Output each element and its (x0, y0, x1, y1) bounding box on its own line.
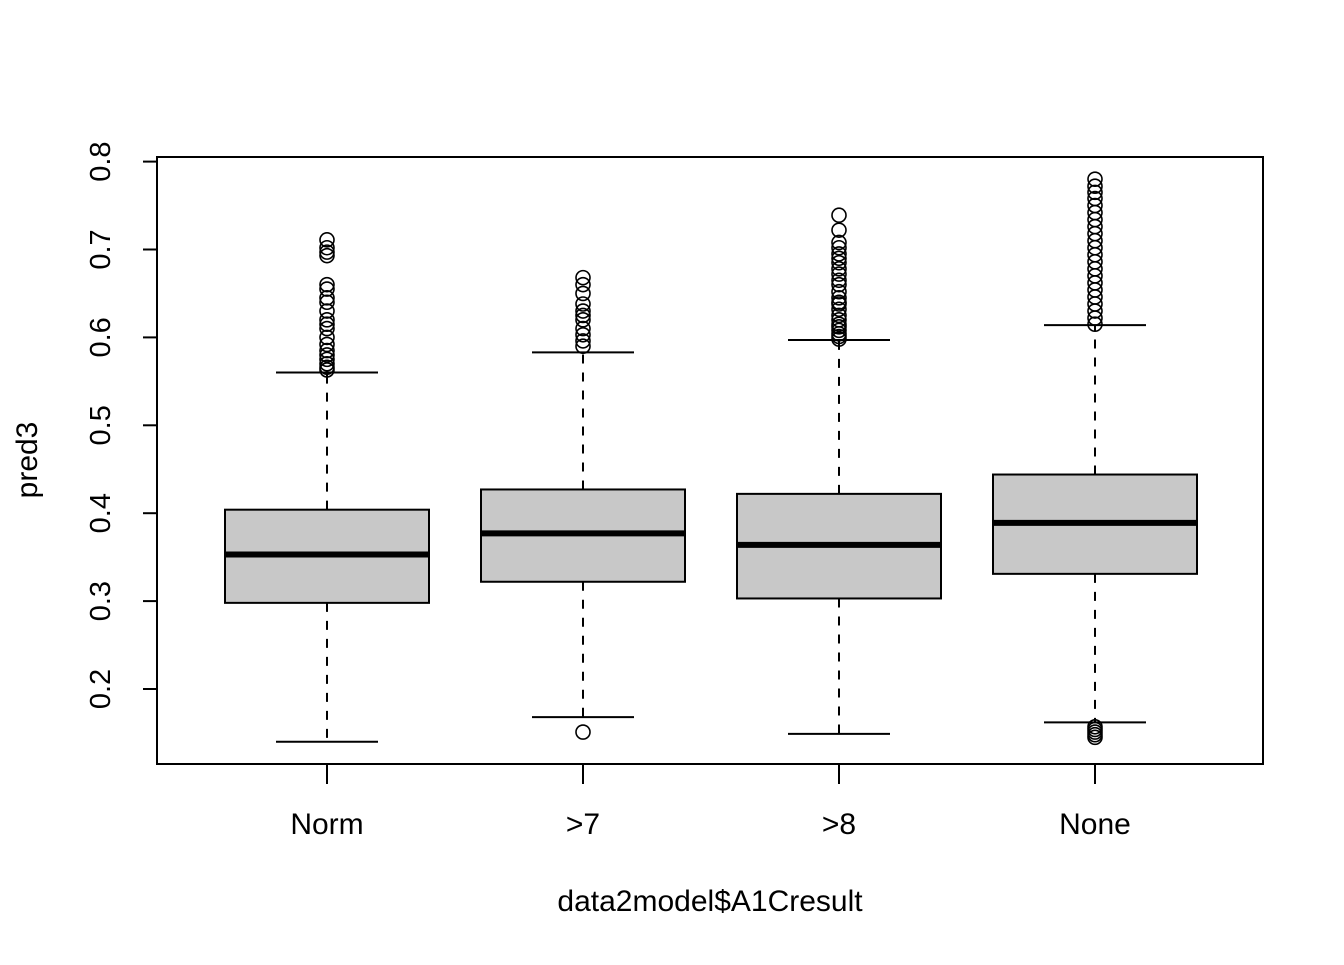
outlier-point (831, 254, 847, 271)
x-tick-label: Norm (290, 808, 363, 841)
outlier-point (831, 261, 847, 277)
y-tick-label: 0.7 (85, 229, 117, 269)
y-tick-label: 0.3 (85, 581, 117, 621)
outlier-point (319, 336, 335, 353)
y-tick-label: 0.4 (85, 493, 117, 533)
outlier-point (319, 359, 335, 376)
outlier-point (575, 296, 591, 312)
outlier-point (575, 285, 591, 302)
outlier-point (831, 316, 847, 333)
outlier-point (1087, 184, 1103, 201)
outlier-point (319, 320, 335, 337)
outlier-point (831, 276, 847, 293)
outlier-point (319, 351, 335, 368)
outlier-point (831, 307, 847, 324)
box-group-2 (736, 207, 942, 735)
outlier-point (575, 303, 591, 319)
outlier-point (831, 222, 847, 238)
y-tick-label: 0.6 (85, 317, 117, 357)
outlier-point (831, 250, 847, 267)
outlier-point (831, 290, 847, 306)
outlier-point (319, 312, 335, 328)
outlier-point (319, 347, 335, 363)
outlier-point (319, 294, 335, 311)
outlier-point (319, 329, 335, 346)
outlier-point (1087, 171, 1103, 187)
x-tick-label: >8 (822, 808, 856, 841)
outlier-point (831, 312, 847, 328)
outlier-point (1087, 190, 1103, 207)
outlier-point (575, 269, 591, 286)
outlier-point (575, 333, 591, 349)
outlier-point (831, 272, 847, 289)
outlier-point (319, 303, 335, 319)
outlier-point (319, 276, 335, 293)
outlier-point (831, 294, 847, 311)
box-group-3 (992, 171, 1198, 746)
axes-layer: 0.2 0.3 0.4 0.5 0.6 0.7 0.8 Norm >7 >8 None (85, 141, 1131, 841)
x-axis-title: data2model$A1Cresult (557, 885, 863, 918)
outlier-point (831, 246, 847, 262)
outlier-point (319, 290, 335, 306)
outlier-point (319, 355, 335, 372)
outlier-point (319, 342, 335, 359)
outlier-point (575, 724, 591, 740)
outlier-point (831, 266, 847, 282)
outlier-point (319, 281, 335, 297)
box-group-1 (480, 269, 686, 740)
y-tick-label: 0.8 (85, 141, 117, 181)
outlier-point (575, 320, 591, 337)
outlier-point (319, 247, 335, 264)
outlier-point (319, 244, 335, 260)
x-tick-label: None (1059, 808, 1131, 841)
plot-layer (224, 171, 1198, 746)
outlier-point (831, 322, 847, 339)
x-tick-label: >7 (566, 808, 600, 841)
outlier-point (575, 312, 591, 328)
outlier-point (1087, 178, 1103, 195)
outlier-point (575, 326, 591, 343)
outlier-point (1087, 197, 1103, 214)
outlier-point (575, 307, 591, 324)
outlier-point (1087, 316, 1103, 333)
outlier-point (831, 301, 847, 318)
y-tick-label: 0.5 (85, 405, 117, 445)
y-tick-label: 0.2 (85, 669, 117, 709)
outlier-point (831, 234, 847, 251)
outlier-point (1087, 718, 1103, 735)
outlier-point (575, 338, 591, 354)
outlier-point (319, 239, 335, 256)
outlier-point (319, 232, 335, 248)
y-axis-title: pred3 (11, 422, 44, 499)
box-group-0 (224, 232, 430, 743)
outlier-point (319, 316, 335, 333)
outlier-point (831, 239, 847, 256)
outlier-point (575, 276, 591, 293)
outlier-point (831, 283, 847, 300)
outlier-point (831, 207, 847, 224)
